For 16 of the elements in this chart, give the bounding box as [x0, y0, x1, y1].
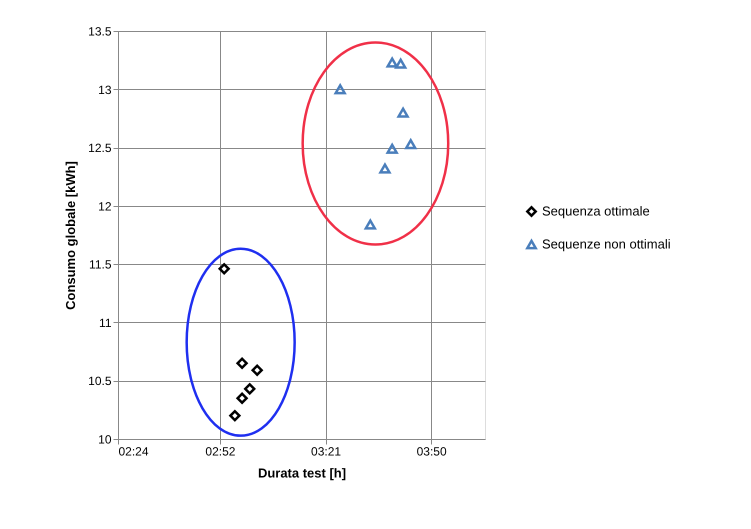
y-tick-label: 11: [99, 316, 112, 330]
x-tick-label: 03:21: [311, 444, 342, 458]
y-tick-label: 13.5: [88, 24, 112, 38]
x-axis-title: Durata test [h]: [258, 466, 346, 480]
x-tick-label: 03:50: [416, 444, 447, 458]
y-tick-label: 12: [98, 199, 112, 214]
y-tick-label: 11.5: [89, 258, 112, 272]
y-tick-label: 10: [98, 432, 112, 446]
y-tick-label: 12.5: [88, 141, 112, 156]
legend-label: Sequenze non ottimali: [542, 236, 671, 252]
y-tick-label: 13: [98, 82, 112, 97]
y-tick-label: 10.5: [88, 374, 112, 388]
x-tick-label: 02:24: [118, 444, 149, 458]
legend-label: Sequenza ottimale: [542, 204, 650, 218]
x-tick-label: 02:52: [205, 444, 236, 458]
y-axis-title: Consumo globale [kWh]: [63, 161, 78, 310]
